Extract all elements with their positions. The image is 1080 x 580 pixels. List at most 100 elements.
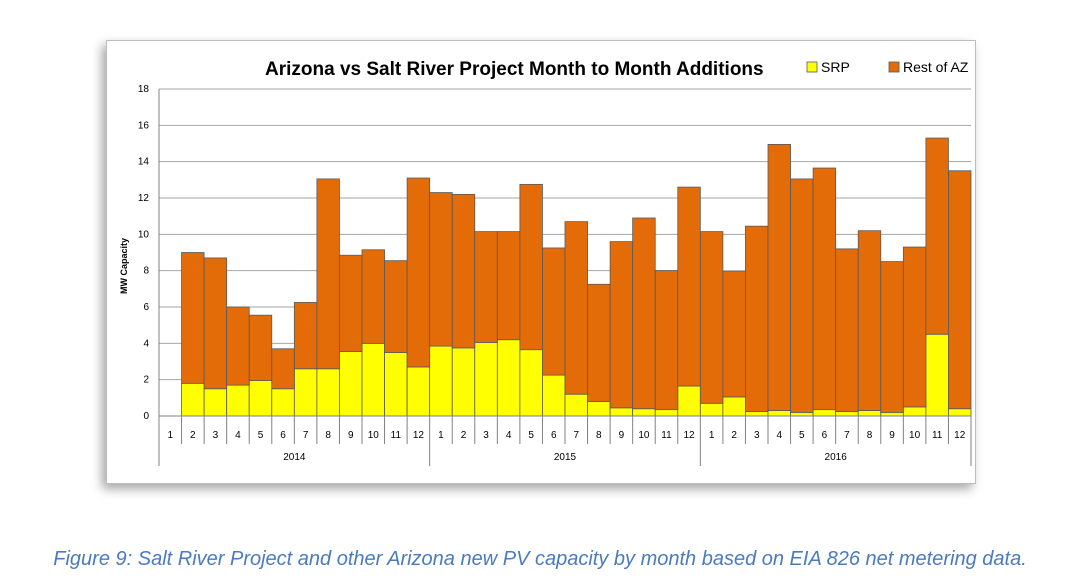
x-tick-label: 8: [596, 430, 602, 441]
bar-rest-of-az: [474, 231, 498, 343]
bar-rest-of-az: [181, 252, 205, 384]
bar-rest-of-az: [857, 230, 882, 411]
bar-srp: [632, 408, 656, 417]
year-label: 2015: [554, 452, 577, 463]
bar-rest-of-az: [902, 246, 927, 408]
bar-rest-of-az: [632, 217, 656, 410]
x-tick-label: 6: [822, 430, 828, 441]
bar-rest-of-az: [880, 261, 904, 413]
bar-rest-of-az: [767, 144, 791, 411]
x-tick-label: 6: [280, 430, 286, 441]
bar-srp: [925, 333, 949, 417]
bar-srp: [609, 407, 634, 417]
bar-srp: [248, 380, 273, 417]
bar-srp: [722, 396, 746, 417]
bar-srp: [384, 352, 408, 417]
bar-srp: [406, 366, 431, 417]
legend: SRP Rest of AZ: [806, 59, 969, 75]
bar-srp: [948, 408, 972, 417]
x-tick-label: 3: [754, 430, 760, 441]
bar-rest-of-az: [406, 177, 431, 368]
x-tick-label: 1: [438, 430, 444, 441]
bar-rest-of-az: [925, 137, 949, 335]
bar-srp: [654, 409, 679, 417]
bar-rest-of-az: [496, 231, 521, 341]
y-tick-label: 4: [143, 338, 149, 349]
x-tick-label: 6: [551, 430, 557, 441]
bar-rest-of-az: [835, 248, 859, 412]
bar-rest-of-az: [293, 302, 318, 370]
x-tick-label: 7: [844, 430, 850, 441]
x-tick-label: 12: [413, 430, 425, 441]
x-tick-label: 9: [889, 430, 895, 441]
x-tick-label: 2: [461, 430, 467, 441]
bars: [181, 137, 972, 417]
bar-rest-of-az: [339, 254, 363, 352]
x-tick-label: 8: [867, 430, 873, 441]
x-tick-label: 7: [303, 430, 309, 441]
bar-srp: [496, 339, 521, 417]
bar-srp: [699, 402, 724, 417]
bar-rest-of-az: [519, 183, 543, 351]
x-tick-label: 5: [258, 430, 264, 441]
bar-rest-of-az: [271, 348, 295, 390]
chart-frame: 0 2 4 6 8 10 12 14 16 18 1 2 3 4 5 6 7 8 9 10 11 12 1 2 3 4 5 6 7 8 9 1…: [106, 40, 976, 484]
chart-title: Arizona vs Salt River Project Month to M…: [265, 59, 764, 80]
bar-srp: [902, 406, 927, 417]
year-label: 2014: [283, 452, 306, 463]
bar-srp: [857, 410, 882, 417]
bar-rest-of-az: [429, 192, 453, 347]
x-tick-label: 3: [483, 430, 489, 441]
bar-srp: [293, 368, 318, 417]
x-tick-label: 11: [391, 430, 402, 441]
bar-rest-of-az: [361, 249, 385, 344]
x-tick-label: 3: [213, 430, 219, 441]
x-tick-label: 7: [573, 430, 579, 441]
bar-srp: [587, 401, 611, 417]
bar-rest-of-az: [564, 221, 588, 395]
x-tick-label: 10: [909, 430, 921, 441]
bar-rest-of-az: [587, 283, 611, 402]
bar-srp: [880, 411, 904, 417]
bar-srp: [519, 349, 543, 417]
legend-swatch: [888, 61, 900, 73]
legend-label: Rest of AZ: [903, 59, 969, 75]
bar-srp: [745, 411, 769, 417]
x-tick-label: 8: [325, 430, 331, 441]
y-tick-label: 16: [138, 120, 150, 131]
x-tick-label: 9: [619, 430, 625, 441]
x-tick-label: 5: [799, 430, 805, 441]
y-tick-label: 2: [143, 375, 149, 386]
year-label: 2016: [825, 452, 848, 463]
bar-srp: [564, 393, 588, 417]
bar-srp: [790, 411, 814, 417]
bar-srp: [677, 385, 701, 417]
y-tick-label: 10: [138, 229, 150, 240]
legend-label: SRP: [821, 59, 850, 75]
x-tick-label: 11: [661, 430, 672, 441]
bar-srp: [429, 345, 453, 417]
bar-rest-of-az: [812, 167, 837, 411]
bar-rest-of-az: [203, 257, 228, 390]
bar-srp: [271, 388, 295, 417]
y-tick-label: 8: [143, 266, 149, 277]
x-tick-label: 4: [506, 430, 512, 441]
y-tick-label: 6: [143, 302, 149, 313]
legend-swatch: [806, 61, 818, 73]
bar-rest-of-az: [248, 314, 273, 381]
x-tick-label: 10: [638, 430, 650, 441]
bar-srp: [316, 368, 340, 417]
bar-rest-of-az: [384, 260, 408, 353]
y-tick-label: 18: [138, 84, 150, 95]
bar-rest-of-az: [699, 231, 724, 404]
x-tick-label: 10: [368, 430, 380, 441]
bar-rest-of-az: [722, 271, 746, 398]
x-tick-label: 2: [190, 430, 196, 441]
bar-rest-of-az: [790, 178, 814, 413]
bar-rest-of-az: [677, 186, 701, 387]
x-tick-label: 11: [932, 430, 943, 441]
bar-srp: [451, 347, 476, 417]
bar-srp: [767, 410, 791, 417]
